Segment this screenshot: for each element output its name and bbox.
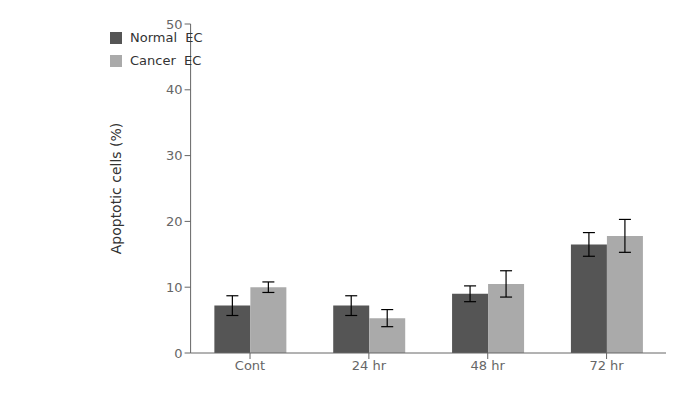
svg-text:30: 30 [166, 148, 183, 163]
svg-text:24 hr: 24 hr [352, 358, 387, 373]
svg-text:Cont: Cont [235, 358, 265, 373]
svg-text:0: 0 [174, 346, 182, 361]
html-text:Cancer EC: Cancer EC [130, 53, 202, 68]
svg-text:48 hr: 48 hr [471, 358, 506, 373]
svg-text:10: 10 [166, 280, 183, 295]
svg-text:50: 50 [166, 17, 183, 32]
html-text:Normal EC: Normal EC [130, 30, 203, 45]
svg-text:Apoptotic cells (%): Apoptotic cells (%) [108, 123, 124, 255]
svg-text:20: 20 [166, 214, 183, 229]
svg-text:72 hr: 72 hr [589, 358, 624, 373]
svg-text:40: 40 [166, 82, 183, 97]
